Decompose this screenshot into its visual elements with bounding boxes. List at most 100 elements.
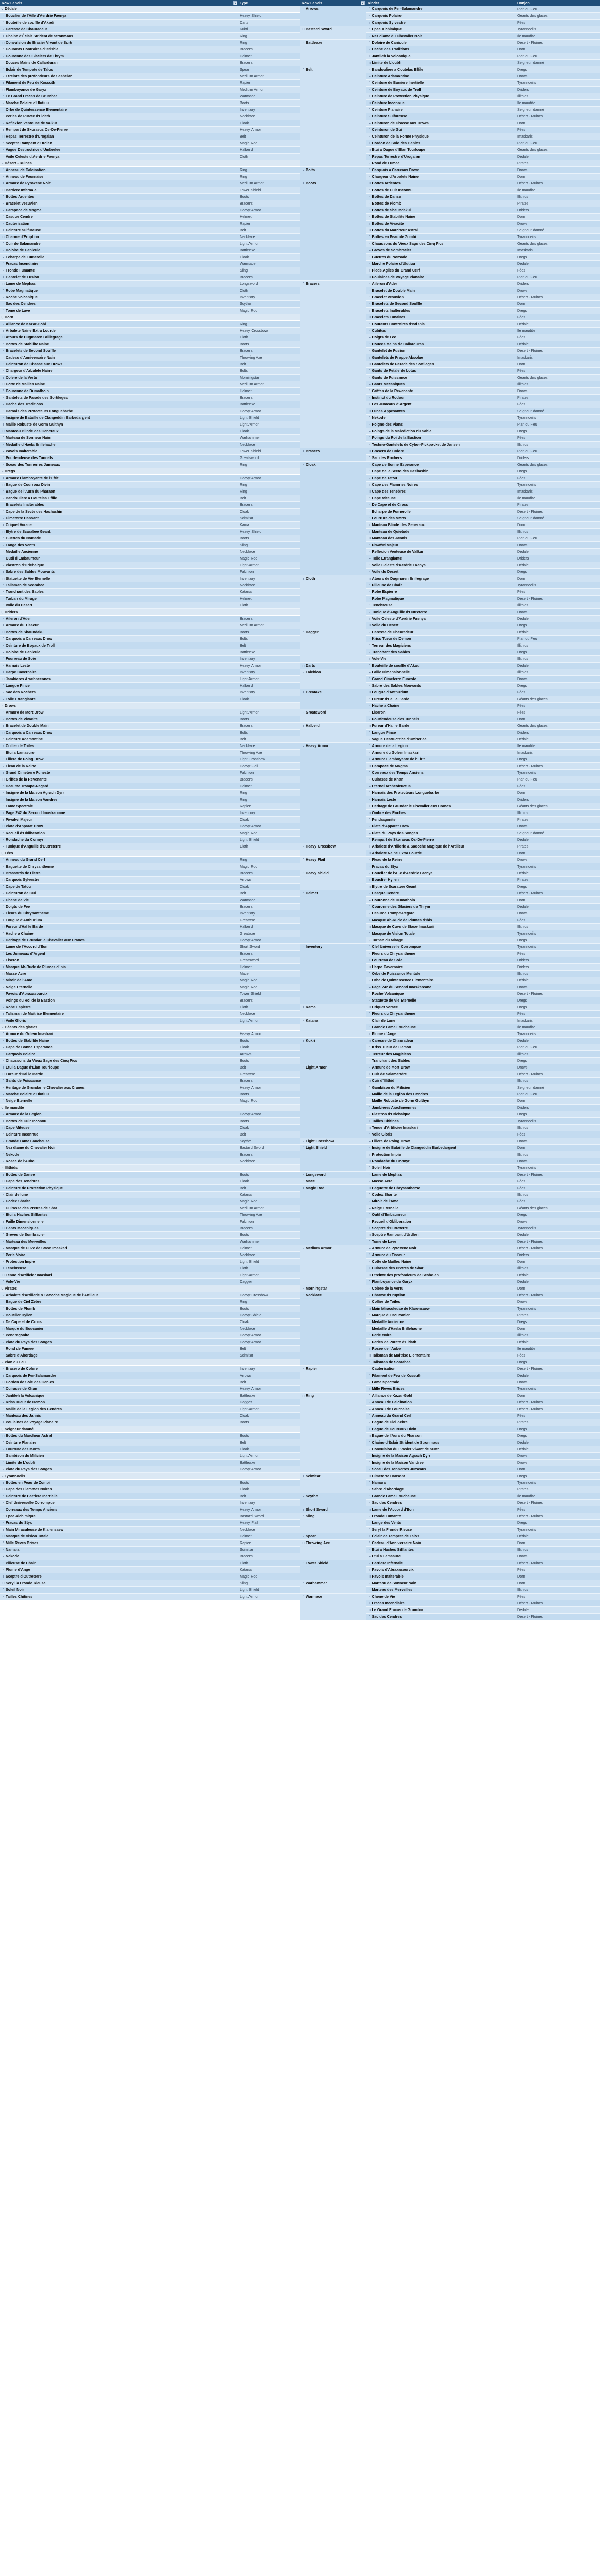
table-row[interactable]: ∙ Morningstar – Colere de la Vertu Dorn (300, 1285, 600, 1292)
table-row[interactable]: ˚ Gants de Petale de Lotus Fées (300, 367, 600, 375)
table-row[interactable]: ∶ Armure du Tisseur Medium Armor (0, 622, 300, 629)
table-row[interactable]: ∷ Griffes de la Revenante Bracers (0, 776, 300, 783)
table-row[interactable]: ¨ Jambieres Arachneennes Driders (300, 1104, 600, 1111)
group-label[interactable]: ∙ Light Crossbow (300, 1138, 366, 1145)
table-row[interactable]: ∷ Poulaines de Voyage Planaire Plan du Feu (300, 274, 600, 281)
table-row[interactable]: · Alliance de Kazar-Gohl Ring (0, 320, 300, 328)
table-row[interactable]: · Aileron d'Ader Bracers (0, 615, 300, 622)
group-label[interactable]: ⌐ Tyrannoeils (0, 1472, 300, 1480)
collapse-expand-icon[interactable]: · (303, 1535, 304, 1538)
table-row[interactable]: ∶ Brassards de Lierre Bracers (0, 870, 300, 877)
table-row[interactable]: · Harnais Leste Driders (300, 796, 600, 803)
table-row[interactable]: ∙ Convulsion du Brasier Vivant de Surtr Dé… (300, 1446, 600, 1453)
group-header-row[interactable]: ⌐ Tyrannoeils (0, 1472, 300, 1480)
group-label[interactable]: ¨ Necklace (300, 1292, 366, 1366)
table-row[interactable]: · Bracelets de Second Souffle Dorn (300, 300, 600, 308)
group-label[interactable]: – Inventory (300, 943, 366, 1004)
group-header-row[interactable]: ∪ Dédale (0, 6, 300, 13)
table-row[interactable]: ∶ Kukri ∷ Caresse de Chauradeur Dédale (300, 1037, 600, 1064)
table-row[interactable]: – Tunique d'Anguille d'Outreterre Cloth (0, 843, 300, 850)
collapse-expand-icon[interactable]: ˚ (303, 631, 304, 634)
table-row[interactable]: – Kriss Tueur de Demon Dagger (0, 1399, 300, 1406)
table-row[interactable]: ∙ Bottes de Danse Illithids (300, 193, 600, 200)
table-row[interactable]: ∶ Scimitar ∷ Cimeterre Dansant Dregs (300, 1472, 600, 1493)
table-row[interactable]: ˚ Robe Magmatique Cloth (0, 287, 300, 294)
collapse-expand-icon[interactable]: ∪ (1, 1106, 4, 1110)
table-row[interactable]: ˚ Heavy Flail ∙ Fleau de la Reine Drows (300, 856, 600, 870)
collapse-expand-icon[interactable]: ⌐ (1, 470, 4, 473)
table-row[interactable]: · Cape de Tatou Fées (300, 474, 600, 482)
group-label[interactable]: ˚ Bracers (300, 280, 366, 448)
table-row[interactable]: ∷ Elytre de Scarabee Geant Dregs (300, 883, 600, 890)
table-row[interactable]: · Protection Impie Light Shield (0, 1258, 300, 1265)
table-row[interactable]: ¨ Epee Alchimique Bastard Sword (0, 1513, 300, 1520)
table-row[interactable]: – Scythe ¨ Grande Lame Faucheuse Ile maudite (300, 1493, 600, 1506)
collapse-expand-icon[interactable]: ∷ (302, 1394, 305, 1398)
table-row[interactable]: ¨ Limite de L'oubli Battleaxe (0, 1459, 300, 1466)
table-row[interactable]: ∶ Sceptre d'Outreterre Tyrannoeils (300, 1225, 600, 1232)
collapse-expand-icon[interactable]: ¨ (303, 1066, 304, 1070)
collapse-expand-icon[interactable]: – (302, 945, 305, 949)
table-row[interactable]: ∙ Fourrure des Morts Cloak (0, 1446, 300, 1453)
collapse-expand-icon[interactable]: ∶ (303, 724, 304, 728)
table-row[interactable]: ¨ Seryl la Fronde Rieuse Tyrannoeils (300, 1526, 600, 1533)
table-row[interactable]: ∷ Elytre de Scarabee Geant Heavy Shield (0, 528, 300, 535)
table-row[interactable]: ¨ Ceinturon de Gui Fées (300, 126, 600, 133)
group-label[interactable]: ∶ Kama (300, 1004, 366, 1018)
group-label[interactable]: ∪ Pirates (0, 1285, 300, 1292)
group-header-row[interactable]: ∪ Dorn (0, 314, 300, 321)
table-row[interactable]: · Statuette de Vie Eternelle Dregs (300, 997, 600, 1004)
table-row[interactable]: ¨ Fracas Incendiaire Warmace (0, 260, 300, 267)
group-label[interactable]: ∶ Short Sword (300, 1506, 366, 1513)
table-row[interactable]: · Perles de Purete d'Eldath Dédale (300, 1338, 600, 1346)
table-row[interactable]: ∷ Carquois a Carreaux Drow Bolts (0, 729, 300, 736)
group-label[interactable]: – Arrows (300, 6, 366, 26)
table-row[interactable]: ¨ Carquois Polaire Arrows (0, 1050, 300, 1058)
table-row[interactable]: ∙ Medaille d'Haela Brillehache Necklace (0, 441, 300, 448)
group-label[interactable]: ∪ Seigneur damné (0, 1426, 300, 1433)
table-row[interactable]: ∙ Doloire de Canicule Battleaxe (0, 247, 300, 254)
table-row[interactable]: ∷ Barriere Infernale Tower Shield (0, 187, 300, 194)
table-row[interactable]: ∶ Gantelets de Frappe Absolue Imaskaris (300, 354, 600, 361)
group-label[interactable]: ˚ Dagger (300, 629, 366, 663)
table-row[interactable]: ˚ Bottes de Cuir Inconnu Ile maudite (300, 187, 600, 194)
group-label[interactable]: ∪ Fées (0, 850, 300, 857)
table-row[interactable]: ˚ Sac des Cendres Désert - Ruines (300, 1613, 600, 1620)
collapse-expand-icon[interactable]: ˚ (303, 68, 304, 72)
collapse-expand-icon[interactable]: ¨ (303, 1180, 304, 1183)
table-row[interactable]: ¨ Grande Lame Faucheuse Ile maudite (300, 1024, 600, 1031)
table-row[interactable]: ¨ Armure de Mort Drow Light Armor (0, 709, 300, 716)
table-row[interactable]: · Armure du Golem Imaskari Imaskaris (300, 749, 600, 756)
group-label[interactable]: ∷ Ring (300, 1392, 366, 1473)
table-row[interactable]: · Rosee de l'Aube Necklace (0, 1158, 300, 1165)
table-row[interactable]: ∙ Neige Eternelle Magic Rod (0, 984, 300, 991)
table-row[interactable]: ∷ Fureur d'Hal le Barde Greataxe (0, 1071, 300, 1078)
table-row[interactable]: – Greatsword ¨ Liseron Fées (300, 709, 600, 723)
left-header-type[interactable]: Type (238, 0, 300, 6)
table-row[interactable]: ∶ Gantelet de Fusion Bracers (0, 274, 300, 281)
table-row[interactable]: – Pavois Inalterable Tower Shield (0, 448, 300, 455)
table-row[interactable]: – Toile Etranglante Driders (300, 555, 600, 562)
table-row[interactable]: ∙ Arbalete d'Artillerie & Sacoche Magique… (0, 1292, 300, 1299)
table-row[interactable]: ¨ Pilleuse de Chair Cloth (0, 1560, 300, 1567)
table-row[interactable]: · Manteau Blinde des Generaux Dorn (300, 521, 600, 529)
table-row[interactable]: ∷ Throwing Axe ˚ Cadeau d'Anniversaire Nain… (300, 1539, 600, 1560)
table-row[interactable]: – Marche Polaire d'Ulutiuu Boots (0, 1091, 300, 1098)
collapse-expand-icon[interactable]: ∪ (1, 611, 4, 614)
table-row[interactable]: · Insigne de Bataille de Clangeddin Barbe… (0, 414, 300, 421)
table-row[interactable]: ∷ Cordon de Soie des Genies Belt (0, 1379, 300, 1386)
table-row[interactable]: · Bague de Ciel Zebre Pirates (300, 1419, 600, 1426)
table-row[interactable]: ∶ De Cape et de Crocs Cloak (0, 1318, 300, 1326)
group-label[interactable]: ⌐ Plan du Feu (0, 1359, 300, 1366)
table-row[interactable]: ∶ Pieds Agiles du Grand Cerf Fées (300, 267, 600, 274)
table-row[interactable]: ∶ Chaine d'Éclair Strident de Stronmaus Ri… (0, 32, 300, 40)
table-row[interactable]: · Fleurs du Chrysantheme Fées (300, 950, 600, 957)
table-row[interactable]: ∶ Manteau de Quietude Illithids (300, 528, 600, 535)
table-row[interactable]: ¨ Insigne de la Maison Vandree Drows (300, 1459, 600, 1466)
filter-sort-icon[interactable]: ▼ (233, 1, 237, 5)
table-row[interactable]: · Instinct du Rodeur Pirates (300, 394, 600, 401)
table-row[interactable]: ∶ Faille Dimensionnelle Falchion (0, 1218, 300, 1225)
table-row[interactable]: · Page 242 du Second Imaskarcane Inventory (0, 809, 300, 817)
table-row[interactable]: – Kriss Tueur de Demon Plan du Feu (300, 635, 600, 642)
collapse-expand-icon[interactable]: ∪ (1, 1287, 4, 1291)
